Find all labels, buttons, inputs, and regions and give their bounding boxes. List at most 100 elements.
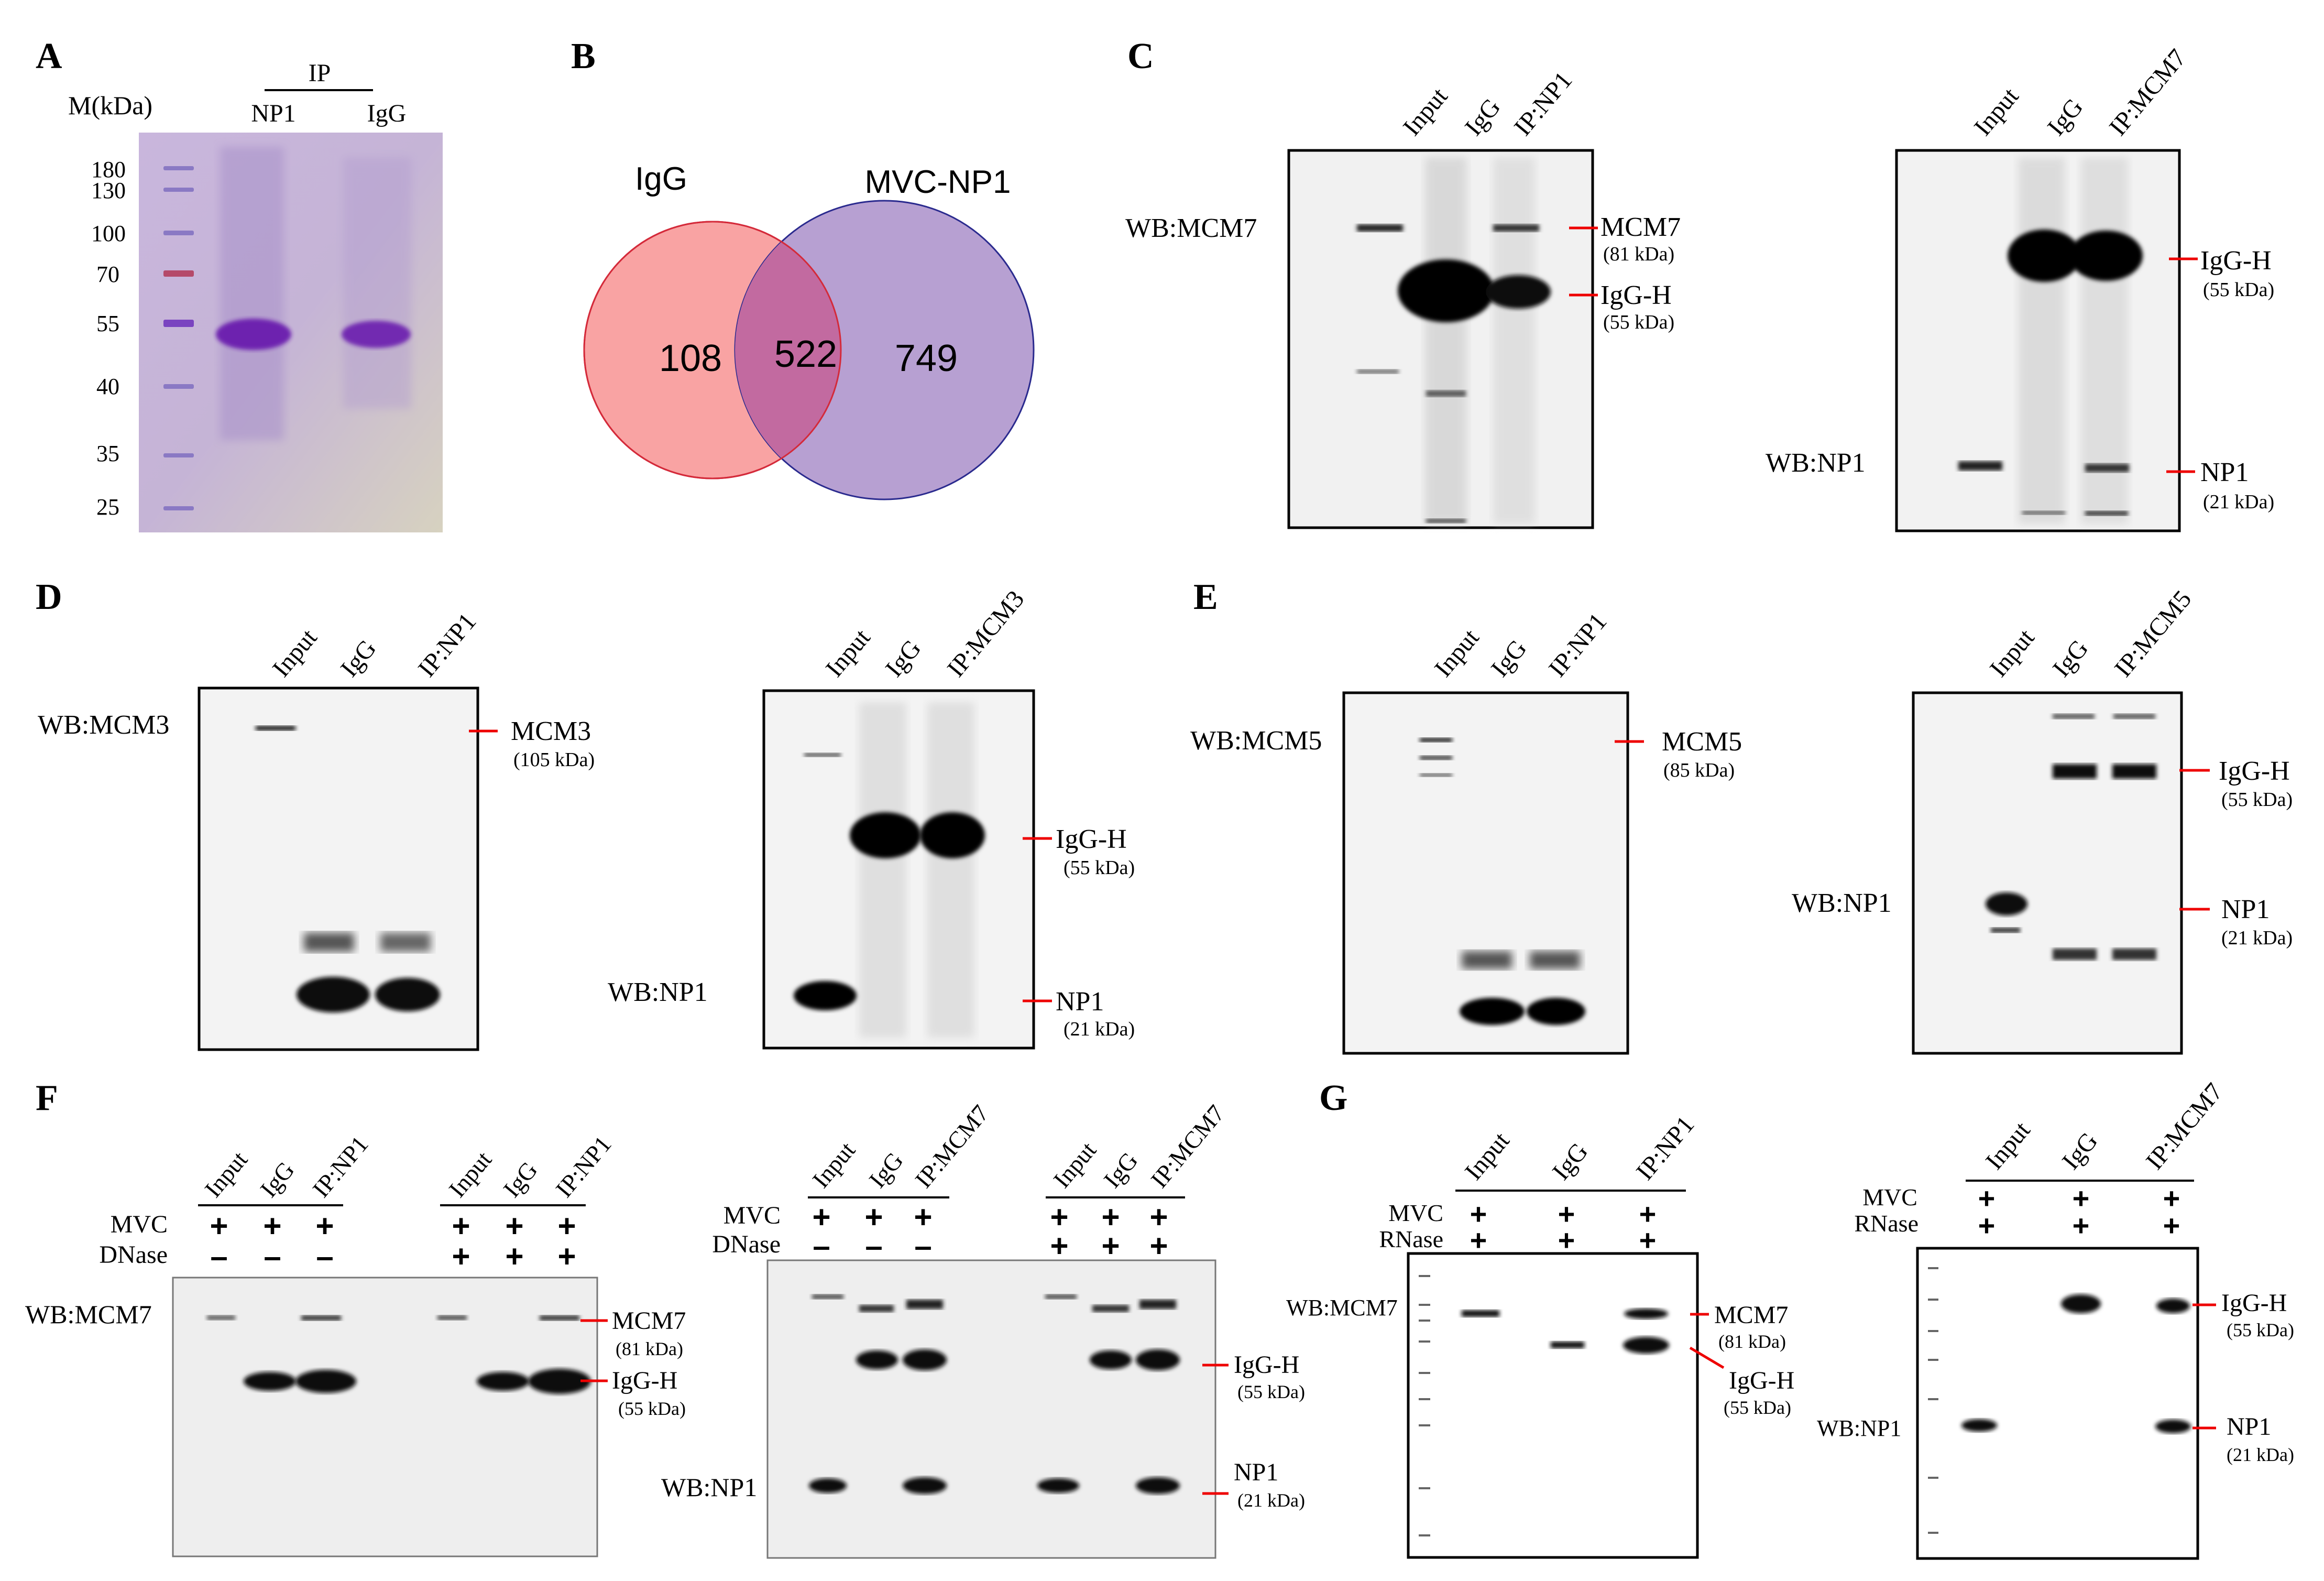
band-name: IgG-H	[1056, 824, 1127, 854]
band-size: (55 kDa)	[1237, 1381, 1305, 1402]
blot-band	[2061, 1294, 2101, 1313]
lane-label: IgG	[498, 1157, 543, 1203]
condition-label: DNase	[712, 1230, 781, 1258]
band-name: IgG-H	[1601, 280, 1672, 310]
svg-text:+: +	[505, 1239, 523, 1274]
wb-label: WB:NP1	[1817, 1415, 1901, 1441]
lane-label: IP:MCM3	[942, 585, 1029, 682]
svg-text:+: +	[263, 1208, 281, 1244]
svg-text:–: –	[316, 1239, 333, 1274]
blot-band	[528, 1369, 591, 1394]
blot-band	[794, 981, 857, 1010]
svg-text:+: +	[1558, 1197, 1575, 1230]
band-size: (21 kDa)	[2227, 1444, 2294, 1465]
panel-letter: E	[1193, 577, 1218, 617]
marker-ladder	[163, 166, 194, 510]
blot-band	[1398, 259, 1494, 322]
band-name: IgG-H	[612, 1367, 677, 1394]
svg-text:+: +	[315, 1208, 334, 1244]
lane-label: Input	[267, 624, 323, 682]
wb-label: WB:NP1	[608, 977, 708, 1007]
band-size: (21 kDa)	[1064, 1018, 1135, 1040]
blot-f-left: Input IgG IP:NP1 Input IgG IP:NP1 MVC DN…	[25, 1131, 686, 1557]
blot-e-right: Input IgG IP:MCM5 WB:NP1 IgG-H (55 kDa) …	[1792, 585, 2293, 1055]
svg-text:35: 35	[96, 441, 119, 466]
lane-label: IgG	[367, 100, 407, 127]
panel-letter: A	[36, 36, 62, 77]
blot-band	[1623, 1337, 1669, 1354]
blot-band	[1037, 1478, 1079, 1493]
svg-text:55: 55	[96, 311, 119, 336]
condition-label: MVC	[111, 1211, 168, 1238]
blot-band	[1624, 1309, 1668, 1319]
lane-label: Input	[444, 1146, 497, 1202]
panel-letter: D	[36, 577, 62, 617]
gel-band	[342, 321, 411, 348]
band-name: MCM7	[1714, 1301, 1788, 1329]
band-name: NP1	[2200, 457, 2249, 487]
lane-label: Input	[1398, 82, 1453, 141]
svg-text:+: +	[1639, 1224, 1657, 1257]
panel-letter: C	[1127, 36, 1154, 77]
band-size: (21 kDa)	[2203, 491, 2274, 513]
panel-letter: F	[36, 1078, 58, 1118]
venn-count-overlap: 522	[774, 333, 837, 375]
band-size: (55 kDa)	[1603, 311, 1674, 333]
blot-band	[2112, 764, 2156, 779]
band-size: (55 kDa)	[2227, 1320, 2294, 1340]
lane-label: IgG	[335, 635, 382, 682]
lane-label: IgG	[1460, 93, 1506, 141]
svg-text:25: 25	[96, 494, 119, 520]
lane-label: IgG	[255, 1157, 300, 1203]
svg-text:+: +	[1978, 1209, 1996, 1242]
lane-label: Input	[1429, 624, 1485, 682]
blot-band	[1551, 1342, 1584, 1348]
blot-band	[256, 726, 295, 730]
svg-text:+: +	[1050, 1200, 1068, 1235]
panel-e: E Input IgG IP:NP1 WB:MCM5 MCM5 (85 kDa)…	[1190, 577, 2293, 1055]
wb-label: WB:NP1	[1792, 888, 1892, 918]
band-size: (105 kDa)	[513, 749, 595, 771]
blot-band	[1136, 1477, 1180, 1494]
blot-band	[856, 1350, 898, 1369]
svg-text:70: 70	[96, 261, 119, 287]
wb-label: WB:MCM3	[38, 710, 169, 740]
svg-text:+: +	[1149, 1228, 1168, 1263]
blot-band	[1090, 1350, 1132, 1369]
svg-text:–: –	[813, 1228, 830, 1263]
blot-d-left: Input IgG IP:NP1 WB:MCM3 MCM3 (105 kDa)	[38, 608, 595, 1051]
blot-band	[1986, 892, 2027, 915]
venn-overlap	[735, 222, 841, 478]
blot-band	[1460, 998, 1525, 1025]
lane-label: Input	[1969, 82, 2024, 141]
blot-band	[1493, 224, 1539, 232]
blot-band	[540, 1315, 579, 1321]
lane-label: IgG	[2057, 1127, 2103, 1175]
svg-text:+: +	[1470, 1197, 1487, 1230]
condition-label: MVC	[1862, 1184, 1917, 1211]
lane-label: Input	[820, 624, 876, 682]
svg-text:–: –	[210, 1239, 227, 1274]
venn-count-mvc-only: 749	[895, 337, 958, 379]
panel-d: D Input IgG IP:NP1 WB:MCM3 MCM3 (105 kDa…	[36, 577, 1135, 1051]
lane-label: Input	[1980, 1116, 2036, 1175]
blot-d-right: Input IgG IP:MCM3 WB:NP1 IgG-H (55 kDa) …	[608, 585, 1135, 1050]
band-size: (81 kDa)	[1718, 1331, 1786, 1352]
venn-count-igg-only: 108	[659, 337, 722, 379]
wb-label: WB:MCM7	[1286, 1295, 1398, 1321]
svg-text:–: –	[264, 1239, 281, 1274]
blot-band	[375, 978, 440, 1011]
blot-band	[809, 1478, 847, 1493]
gel-band	[216, 319, 291, 350]
blot-band	[477, 1372, 529, 1391]
svg-text:+: +	[1558, 1224, 1575, 1257]
svg-text:+: +	[812, 1200, 830, 1235]
wb-label: WB:NP1	[661, 1473, 757, 1502]
lane-label: IP:NP1	[413, 608, 481, 682]
blot-band	[1462, 1310, 1499, 1317]
svg-text:+: +	[557, 1239, 576, 1274]
blot-band	[1527, 998, 1585, 1025]
svg-text:+: +	[1101, 1200, 1120, 1235]
lane-label: IP:NP1	[1543, 608, 1612, 682]
svg-text:180: 180	[91, 157, 126, 182]
